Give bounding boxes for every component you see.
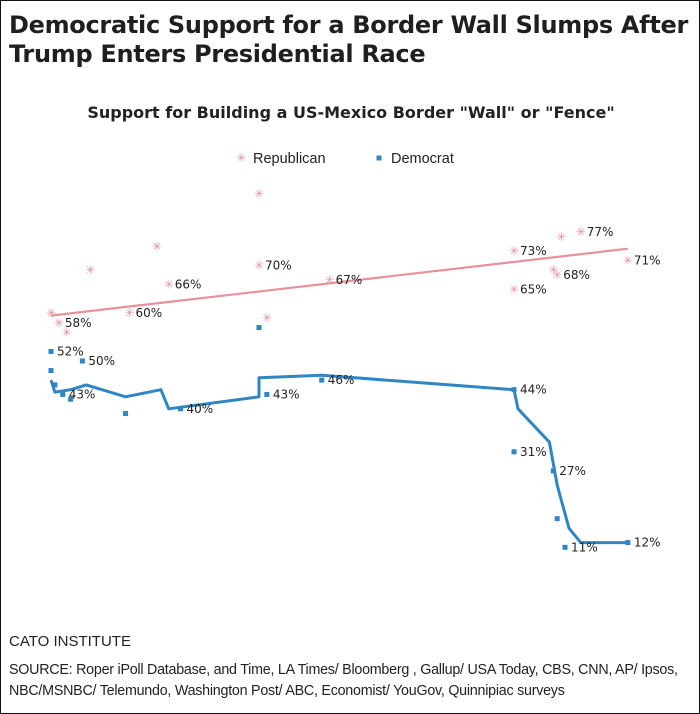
democrat-point [511, 449, 517, 455]
democrat-data-label: 43% [69, 387, 96, 401]
republican-point: ✳ [85, 263, 95, 277]
republican-data-label: 68% [563, 268, 590, 282]
democrat-point [562, 544, 568, 550]
democrat-data-label: 11% [571, 540, 598, 554]
democrat-data-label: 12% [634, 536, 661, 550]
republican-point: ✳ [262, 311, 272, 325]
republican-point: ✳ [124, 306, 134, 320]
republican-point: ✳ [576, 225, 586, 239]
republican-point: ✳ [623, 254, 633, 268]
republican-trend-line [50, 247, 628, 317]
democrat-data-label: 40% [186, 402, 213, 416]
legend-label-republican: Republican [253, 151, 326, 167]
democrat-data-label: 27% [559, 464, 586, 478]
republican-data-label: 77% [587, 225, 614, 239]
democrat-point [177, 406, 183, 412]
republican-point: ✳ [509, 282, 519, 296]
republican-data-label: 67% [336, 273, 363, 287]
republican-point: ✳ [556, 230, 566, 244]
democrat-point [79, 358, 85, 364]
democrat-point [60, 391, 66, 397]
democrat-point [550, 468, 556, 474]
republican-point: ✳ [254, 187, 264, 201]
democrat-point [256, 325, 262, 331]
chart-plot: ✳ Republican Democrat ✳✳✳✳✳✳✳✳✳✳✳✳✳✳✳✳ ✳✳ 5… [46, 151, 661, 554]
democrat-data-label: 44% [520, 383, 547, 397]
democrat-data-label: 52% [57, 344, 84, 358]
legend: ✳ Republican Democrat [236, 151, 454, 167]
republican-point: ✳ [325, 273, 335, 287]
republican-point: ✳ [152, 239, 162, 253]
republican-data-label: 71% [634, 254, 661, 268]
democrat-point [264, 391, 270, 397]
democrat-point [68, 396, 74, 402]
democrat-trend-line [49, 373, 628, 545]
democrat-data-label: 43% [273, 387, 300, 401]
republican-point: ✳ [254, 258, 264, 272]
republican-point: ✳ [62, 325, 72, 339]
democrat-point [319, 377, 325, 383]
democrat-point [48, 348, 54, 354]
trend-lines [49, 247, 628, 545]
legend-marker-republican: ✳ [236, 151, 246, 165]
republican-data-label: 73% [520, 244, 547, 258]
democrat-point [511, 387, 517, 393]
legend-marker-democrat [376, 155, 382, 161]
republican-point: ✳ [552, 268, 562, 282]
democrat-point [554, 516, 560, 522]
democrat-point [48, 368, 54, 374]
republican-point: ✳ [164, 278, 174, 292]
chart-title: Support for Building a US-Mexico Border … [87, 103, 615, 122]
democrat-point [625, 540, 631, 546]
democrat-data-label: 50% [88, 354, 115, 368]
headline: Democratic Support for a Border Wall Slu… [9, 11, 689, 68]
republican-data-label: 66% [175, 278, 202, 292]
republican-data-label: 65% [520, 282, 547, 296]
source-note: SOURCE: Roper iPoll Database, and Time, … [9, 662, 678, 699]
democrat-point [52, 382, 58, 388]
republican-point: ✳ [46, 306, 56, 320]
republican-data-label: 70% [265, 258, 292, 272]
democrat-data-label: 46% [328, 373, 355, 387]
democrat-point [123, 411, 129, 417]
republican-data-label: 58% [65, 316, 92, 330]
organization-credit: CATO INSTITUTE [9, 633, 131, 650]
republican-point: ✳ [548, 263, 558, 277]
legend-label-democrat: Democrat [391, 151, 454, 167]
republican-point: ✳ [509, 244, 519, 258]
republican-data-label: 60% [135, 306, 162, 320]
data-points: ✳✳✳✳✳✳✳✳✳✳✳✳✳✳✳✳ ✳✳ [46, 187, 633, 550]
data-labels: 58% 60% 66% 70% 67% 73% 65% 68% 77% 71% 52% 43% 50% 4… [57, 225, 661, 554]
democrat-data-label: 31% [520, 445, 547, 459]
republican-point: ✳ [54, 316, 64, 330]
